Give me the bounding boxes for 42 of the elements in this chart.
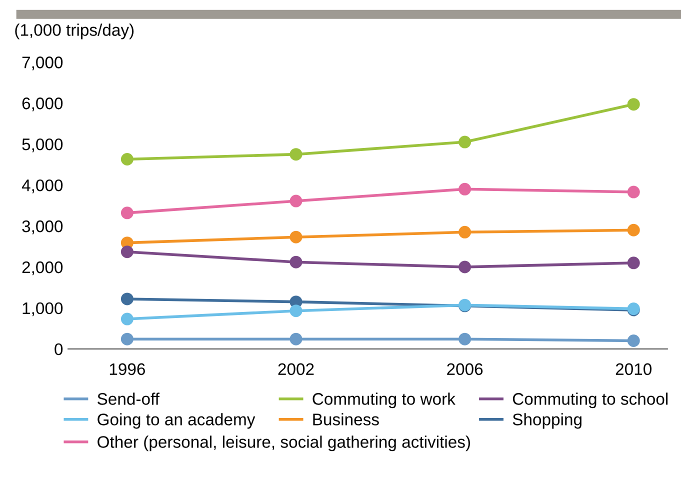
point — [290, 148, 302, 161]
point — [290, 304, 302, 318]
point — [627, 186, 640, 198]
legend-label: Shopping — [512, 413, 582, 429]
point — [458, 332, 472, 346]
y-tick-label: 4,000 — [22, 179, 63, 194]
y-tick-label: 6,000 — [22, 98, 63, 112]
x-tick-label: 2002 — [278, 363, 314, 376]
legend-label: Commuting to work — [312, 392, 456, 408]
legend-label: Going to an academy — [98, 413, 256, 429]
y-tick-label: 3,000 — [22, 220, 63, 234]
point — [627, 98, 640, 111]
point — [458, 136, 472, 148]
point — [627, 334, 640, 347]
point — [458, 260, 472, 274]
point — [120, 206, 134, 220]
point — [627, 256, 640, 270]
y-tick-label: 1,000 — [22, 302, 63, 316]
x-tick-label: 2010 — [616, 363, 652, 376]
point — [458, 226, 472, 238]
legend-label: Commuting to school — [512, 392, 668, 408]
point — [120, 292, 134, 306]
y-tick-label: 5,000 — [22, 138, 63, 152]
y-axis-title: (1,000 trips/day) — [15, 24, 134, 40]
legend-label: Send-off — [98, 392, 160, 405]
point — [290, 332, 302, 346]
point — [290, 230, 302, 244]
x-tick-label: 1996 — [110, 363, 145, 376]
legend-label: Other (personal, leisure, social gathering activities) — [98, 436, 470, 452]
y-tick-label: 0 — [54, 343, 63, 356]
point — [458, 182, 472, 196]
point — [120, 332, 134, 346]
y-tick-label: 7,000 — [22, 56, 63, 70]
point — [120, 246, 134, 258]
legend-label: Business — [313, 413, 379, 426]
point — [120, 312, 134, 326]
y-tick-label: 2,000 — [22, 261, 63, 276]
point — [290, 256, 302, 268]
x-tick-label: 2006 — [447, 363, 483, 376]
point — [120, 152, 134, 166]
point — [290, 194, 302, 208]
point — [627, 224, 640, 236]
